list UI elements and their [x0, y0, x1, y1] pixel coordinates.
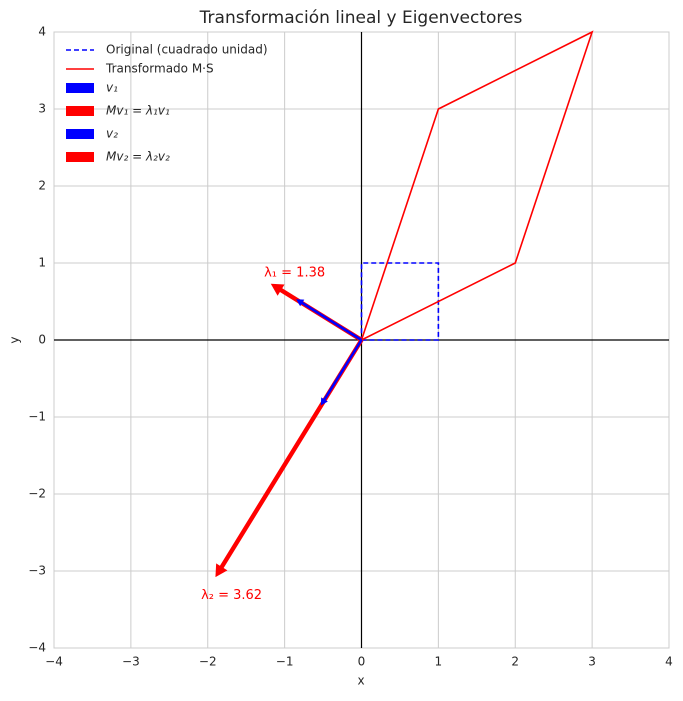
- legend-swatch: [66, 83, 94, 93]
- x-tick-label: −4: [45, 655, 63, 669]
- legend-label: Transformado M·S: [105, 62, 214, 76]
- legend-swatch: [66, 152, 94, 162]
- y-tick-label: 0: [38, 333, 46, 347]
- chart-title: Transformación lineal y Eigenvectores: [199, 8, 523, 28]
- y-tick-label: −4: [28, 641, 46, 655]
- legend-label: v₁: [106, 81, 118, 95]
- x-tick-label: −2: [199, 655, 217, 669]
- x-axis-label: x: [357, 674, 364, 688]
- legend-swatch: [66, 106, 94, 116]
- y-tick-label: 1: [38, 256, 46, 270]
- x-tick-label: 4: [665, 655, 673, 669]
- x-tick-label: −1: [276, 655, 294, 669]
- legend: Original (cuadrado unidad) Transformado M…: [66, 43, 268, 164]
- y-axis-label: y: [8, 336, 22, 343]
- x-tick-label: 2: [511, 655, 519, 669]
- legend-label: Original (cuadrado unidad): [106, 43, 268, 57]
- vector-arrow: [296, 299, 363, 342]
- x-tick-label: 0: [358, 655, 366, 669]
- y-tick-label: 3: [38, 102, 46, 116]
- y-tick-label: −1: [28, 410, 46, 424]
- y-tick-label: −3: [28, 564, 46, 578]
- y-tick-label: 2: [38, 179, 46, 193]
- x-tick-label: 3: [588, 655, 596, 669]
- legend-label: Mv₂ = λ₂v₂: [106, 150, 170, 164]
- x-tick-label: 1: [435, 655, 443, 669]
- legend-label: v₂: [106, 127, 118, 141]
- annotation: λ₁ = 1.38: [264, 266, 325, 281]
- annotation: λ₂ = 3.62: [201, 588, 262, 603]
- series-line: [360, 262, 440, 341]
- y-tick-label: 4: [38, 25, 46, 39]
- y-tick-label: −2: [28, 487, 46, 501]
- vector-arrow: [320, 339, 363, 406]
- legend-swatch: [66, 129, 94, 139]
- series-line: [360, 30, 594, 341]
- legend-label: Mv₁ = λ₁v₁: [106, 104, 170, 118]
- x-tick-label: −3: [122, 655, 140, 669]
